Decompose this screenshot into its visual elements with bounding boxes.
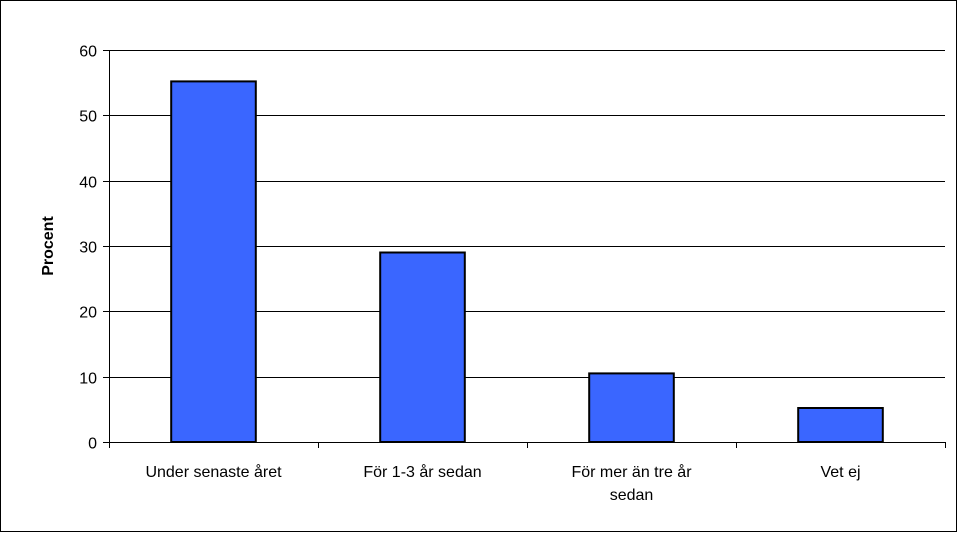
bar [379,251,466,443]
y-tick-label: 60 [79,44,97,61]
x-category-label: sedan [610,487,654,504]
y-axis-title: Procent [40,216,57,276]
bar [588,372,675,443]
bar [170,80,257,444]
x-category-label: Vet ej [820,464,860,481]
y-tick-label: 50 [79,109,97,126]
y-tick-label: 10 [79,371,97,388]
axes [103,50,946,448]
y-tick-label: 0 [88,436,97,453]
x-category-label: Under senaste året [145,463,282,481]
y-tick-label: 20 [79,305,97,322]
bar [797,407,884,443]
labels: 0 10 20 30 40 50 60 Under senaste året För 1-3 å… [79,44,860,505]
y-tick-label: 30 [79,240,97,257]
y-tick-label: 40 [79,175,97,192]
bars [170,80,884,444]
x-category-label: För mer än tre år [571,463,692,481]
x-category-label: För 1-3 år sedan [363,463,481,481]
